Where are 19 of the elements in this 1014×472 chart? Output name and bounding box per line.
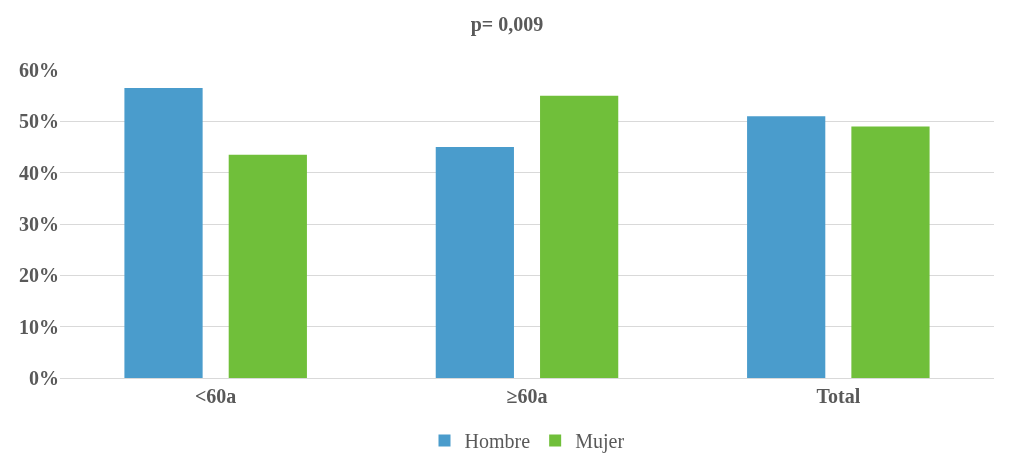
y-tick-label: 30% — [19, 213, 59, 235]
bar — [851, 126, 930, 378]
legend-label: Hombre — [464, 430, 531, 453]
x-tick-label: ≥60a — [506, 385, 548, 407]
legend-label: Mujer — [575, 430, 625, 454]
chart-title: p= 0,009 — [470, 12, 544, 36]
bar — [747, 116, 826, 378]
bar — [435, 147, 514, 378]
x-tick-label: <60a — [194, 385, 237, 407]
y-tick-label: 60% — [19, 59, 59, 81]
bar — [228, 154, 307, 378]
x-tick-label: Total — [816, 385, 861, 407]
bar — [540, 95, 619, 378]
y-tick-label: 40% — [19, 161, 59, 184]
y-tick-label: 50% — [19, 110, 59, 133]
y-tick-label: 0% — [29, 367, 59, 389]
y-tick-label: 10% — [19, 315, 59, 338]
y-tick-label: 20% — [19, 264, 59, 287]
bar — [124, 87, 203, 378]
